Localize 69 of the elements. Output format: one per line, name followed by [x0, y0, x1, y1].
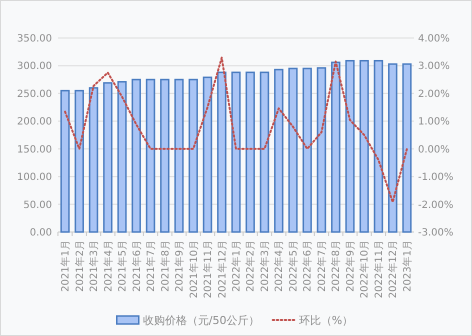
- x-tick-label: 2021年10月: [188, 240, 200, 298]
- x-tick-label: 2022年3月: [258, 240, 271, 292]
- bar: [260, 72, 270, 233]
- y-tick-label: 0.00: [30, 228, 52, 238]
- line-series: [64, 56, 408, 204]
- y-tick-label: 200.00: [17, 116, 52, 128]
- x-tick-label: 2021年8月: [159, 240, 172, 292]
- legend-label: 环比（%）: [298, 314, 354, 327]
- bar: [117, 81, 127, 233]
- bar: [160, 78, 170, 233]
- x-tick-label: 2022年1月: [230, 240, 242, 292]
- bar: [288, 68, 298, 233]
- bar: [217, 72, 226, 233]
- y-tick-label: 150.00: [17, 144, 52, 156]
- bar: [246, 72, 255, 233]
- bar: [60, 90, 70, 233]
- bar: [316, 67, 326, 233]
- x-tick-label: 2021年12月: [216, 240, 228, 298]
- y2-tick-label: 2.00%: [418, 88, 450, 100]
- x-tick-label: 2021年11月: [202, 240, 214, 298]
- y-tick-label: 50.00: [23, 200, 52, 211]
- y2-tick-label: 4.00%: [418, 34, 450, 44]
- bar: [231, 72, 241, 233]
- y2-tick-label: 1.00%: [418, 116, 450, 128]
- bar: [88, 87, 98, 233]
- y2-tick-label: -1.00%: [418, 172, 454, 184]
- y2-tick-label: -2.00%: [418, 200, 454, 211]
- x-tick-label: 2021年1月: [60, 240, 72, 292]
- bar: [202, 76, 212, 233]
- x-tick-label: 2022年6月: [302, 240, 314, 292]
- bar: [374, 60, 384, 233]
- bar: [345, 60, 355, 233]
- x-tick-label: 2022年8月: [330, 240, 342, 292]
- x-tick-label: 2022年4月: [273, 240, 286, 292]
- x-tick-label: 2022年10月: [358, 240, 371, 298]
- x-tick-label: 2021年7月: [145, 240, 158, 292]
- x-tick-label: 2021年4月: [102, 240, 114, 292]
- bar: [174, 78, 184, 233]
- bar: [388, 63, 398, 233]
- x-tick-label: 2022年2月: [244, 240, 257, 292]
- bar: [302, 68, 312, 233]
- x-tick-label: 2021年9月: [174, 240, 186, 292]
- y-tick-label: 300.00: [17, 61, 52, 72]
- y-tick-label: 250.00: [17, 88, 52, 100]
- x-tick-label: 2021年5月: [116, 240, 129, 292]
- x-tick-label: 2022年11月: [372, 240, 385, 298]
- bar: [74, 90, 84, 233]
- bar: [402, 63, 412, 233]
- y-tick-label: 100.00: [17, 172, 52, 184]
- x-tick-label: 2021年2月: [74, 240, 86, 292]
- bar: [103, 82, 112, 233]
- bar: [188, 78, 198, 233]
- bar: [146, 78, 156, 233]
- x-tick-label: 2022年5月: [287, 240, 300, 292]
- x-tick-label: 2023年1月: [401, 240, 414, 292]
- x-tick-label: 2022年7月: [316, 240, 328, 292]
- bar: [274, 68, 284, 233]
- y2-tick-label: 3.00%: [418, 61, 450, 72]
- x-tick-label: 2021年6月: [130, 240, 143, 292]
- bar: [132, 78, 141, 233]
- y2-tick-label: -3.00%: [418, 228, 454, 238]
- x-tick-label: 2021年3月: [88, 240, 100, 292]
- x-tick-label: 2022年12月: [387, 240, 400, 298]
- y2-tick-label: 0.00%: [418, 144, 450, 156]
- x-tick-label: 2022年9月: [344, 240, 356, 292]
- y-tick-label: 350.00: [17, 34, 52, 44]
- legend-label: 收购价格（元/50公斤）: [142, 314, 260, 327]
- bar: [331, 62, 340, 233]
- bar: [360, 60, 369, 233]
